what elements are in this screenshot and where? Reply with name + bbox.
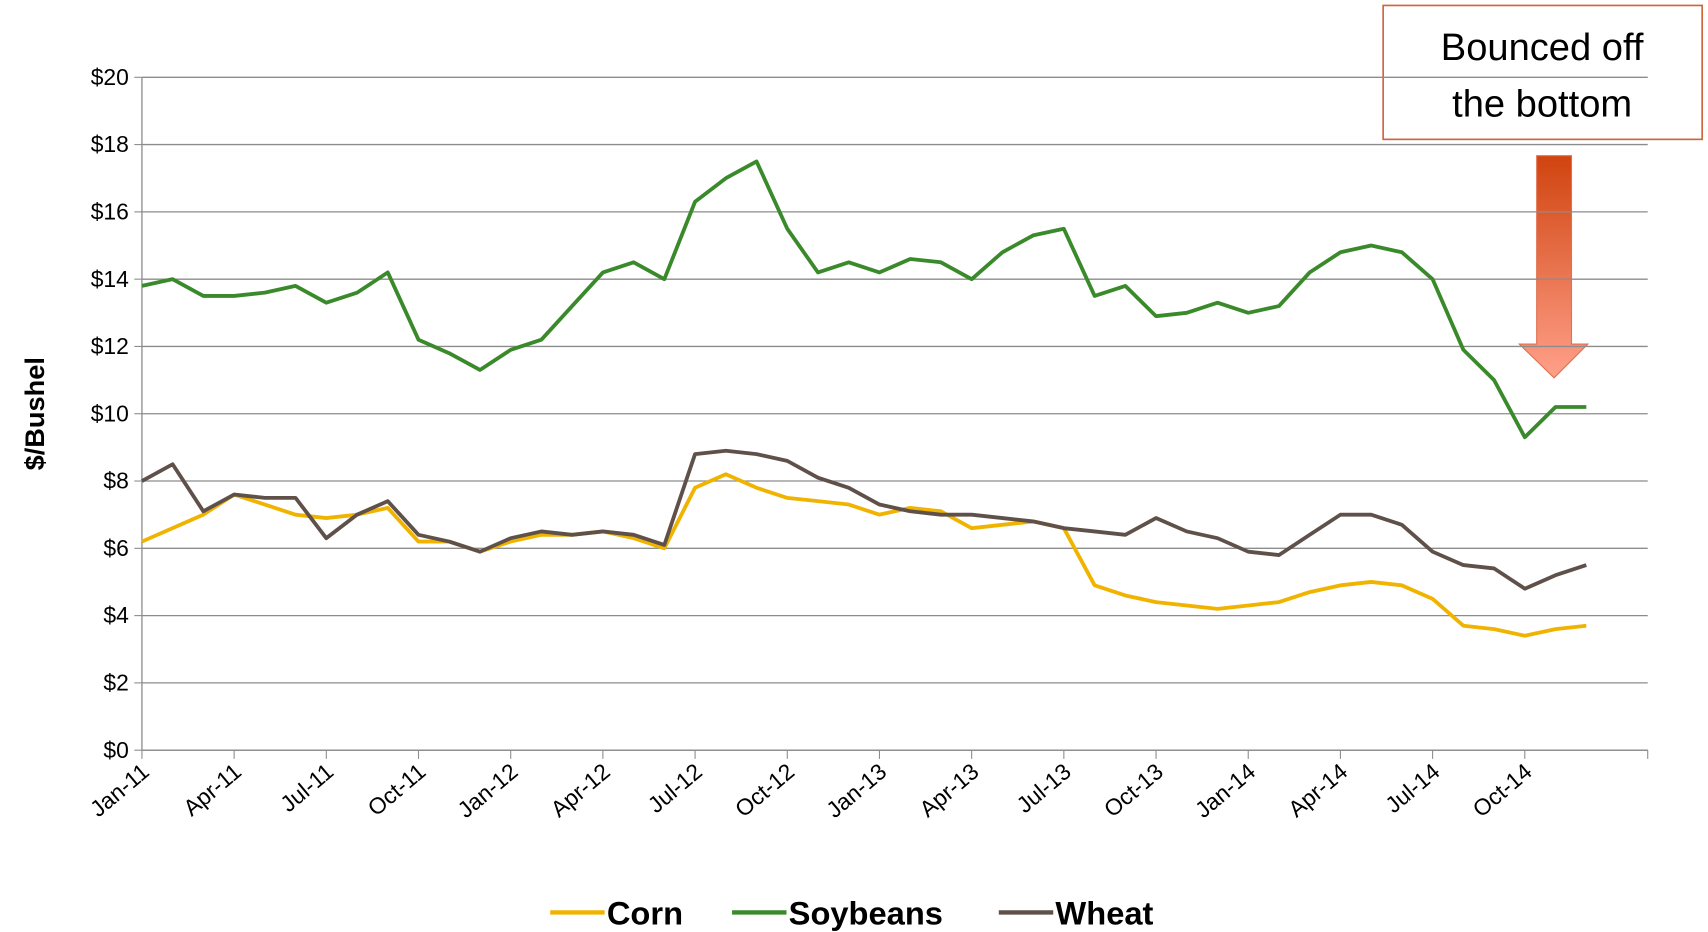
x-tick-label: Oct-12 [730, 758, 799, 822]
x-tick-label: Jul-13 [1011, 758, 1075, 818]
legend-label: Wheat [1055, 894, 1153, 931]
y-axis-label: $/Bushel [19, 357, 50, 470]
x-tick-label: Jan-14 [1190, 758, 1260, 823]
annotation-box [1382, 4, 1703, 141]
x-tick-label: Jul-12 [643, 758, 707, 818]
x-tick-label: Jul-14 [1380, 758, 1445, 818]
series-line [141, 472, 1587, 638]
y-tick-label: $12 [91, 333, 129, 359]
y-tick-label: $8 [103, 468, 128, 494]
annotation-text: Bounced off [1441, 27, 1644, 69]
x-tick-label: Apr-14 [1283, 758, 1352, 822]
x-tick-label: Apr-13 [914, 758, 983, 822]
x-tick-label: Jan-11 [85, 758, 154, 822]
x-tick-label: Oct-14 [1467, 758, 1536, 822]
annotation-text: the bottom [1452, 84, 1632, 126]
y-tick-label: $6 [103, 535, 128, 561]
series-line [141, 159, 1587, 440]
x-tick-label: Oct-11 [362, 758, 430, 821]
x-tick-label: Jul-11 [275, 758, 338, 817]
y-tick-label: $14 [91, 266, 129, 292]
y-tick-label: $2 [103, 670, 128, 696]
y-tick-label: $16 [91, 198, 129, 224]
x-tick-label: Apr-12 [546, 758, 615, 822]
legend-label: Corn [607, 894, 683, 931]
y-tick-label: $20 [91, 64, 129, 90]
y-tick-label: $10 [91, 400, 129, 426]
y-tick-label: $4 [103, 602, 129, 628]
y-tick-label: $18 [91, 131, 129, 157]
x-tick-label: Apr-11 [178, 758, 246, 821]
y-tick-label: $0 [103, 737, 128, 763]
annotation-arrow [1517, 155, 1590, 379]
x-tick-label: Oct-13 [1099, 758, 1168, 822]
series-line [141, 448, 1587, 591]
x-tick-label: Jan-13 [821, 758, 891, 823]
x-tick-label: Jan-12 [452, 758, 522, 823]
legend-label: Soybeans [789, 894, 943, 931]
